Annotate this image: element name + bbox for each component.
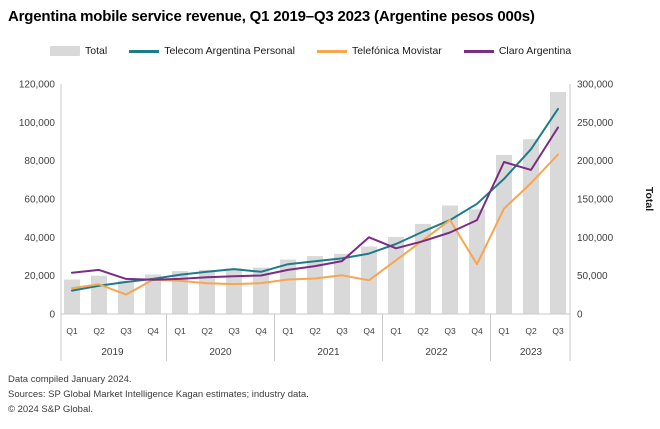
x-axis-quarter-label: Q2: [201, 326, 213, 336]
legend-label-total: Total: [85, 45, 108, 57]
x-axis-year-label: 2019: [101, 347, 124, 358]
total-bar: [496, 154, 512, 314]
footer-sources: Sources: SP Global Market Intelligence K…: [8, 389, 309, 400]
footer-copyright: © 2024 S&P Global.: [8, 404, 93, 415]
x-axis-quarter-label: Q3: [120, 326, 132, 336]
x-axis-quarter-label: Q3: [336, 326, 348, 336]
right-axis-tick-label: 100,000: [577, 233, 614, 244]
legend-label-telecom: Telecom Argentina Personal: [164, 45, 295, 57]
x-axis-quarter-label: Q4: [255, 326, 267, 336]
left-axis-tick-label: 40,000: [24, 233, 55, 244]
total-bar: [280, 259, 296, 314]
total-bar: [199, 269, 215, 314]
left-axis-tick-label: 60,000: [24, 195, 55, 206]
footer-compiled: Data compiled January 2024.: [8, 374, 132, 385]
claro-line-swatch-icon: [463, 49, 494, 53]
right-axis-tick-label: 200,000: [577, 156, 614, 167]
total-bar: [334, 253, 350, 314]
total-bar: [145, 274, 161, 314]
telecom-line-swatch-icon: [129, 49, 160, 53]
left-axis-tick-label: 120,000: [19, 80, 56, 91]
x-axis-quarter-label: Q3: [552, 326, 564, 336]
x-axis-quarter-label: Q2: [417, 326, 429, 336]
legend-label-claro: Claro Argentina: [498, 45, 572, 57]
left-axis-tick-label: 0: [49, 310, 55, 321]
total-bar: [550, 92, 566, 314]
x-axis-year-label: 2021: [317, 347, 340, 358]
x-axis-year-label: 2023: [520, 347, 543, 358]
left-axis-tick-label: 20,000: [24, 271, 55, 282]
total-bar: [172, 271, 188, 314]
total-bar: [523, 139, 539, 314]
right-axis-tick-label: 50,000: [577, 271, 608, 282]
total-bar: [307, 256, 323, 314]
x-axis-quarter-label: Q2: [309, 326, 321, 336]
x-axis-quarter-label: Q3: [228, 326, 240, 336]
footer: Data compiled January 2024. Sources: SP …: [8, 372, 648, 417]
x-axis-year-label: 2020: [209, 347, 232, 358]
x-axis-quarter-label: Q1: [174, 326, 186, 336]
total-bar-swatch-icon: [50, 46, 80, 56]
total-bar: [442, 205, 458, 314]
x-axis-quarter-label: Q4: [363, 326, 375, 336]
right-axis-tick-label: 300,000: [577, 80, 614, 91]
x-axis-quarter-label: Q4: [471, 326, 483, 336]
legend-item-movistar: Telefónica Movistar: [316, 45, 442, 57]
right-axis-title: Total: [643, 187, 655, 211]
total-bar: [118, 280, 134, 314]
legend-label-movistar: Telefónica Movistar: [351, 45, 442, 57]
total-bar: [415, 223, 431, 314]
right-axis-tick-label: 250,000: [577, 118, 614, 129]
right-axis-tick-label: 150,000: [577, 195, 614, 206]
total-bar: [253, 267, 269, 314]
x-axis-quarter-label: Q1: [498, 326, 510, 336]
legend-item-total: Total: [50, 45, 107, 57]
legend: Total Telecom Argentina Personal Telefón…: [50, 45, 571, 57]
movistar-line-swatch-icon: [316, 49, 347, 53]
right-axis-tick-label: 0: [577, 310, 583, 321]
total-bar: [91, 275, 107, 314]
total-bar: [64, 279, 80, 314]
x-axis-quarter-label: Q3: [444, 326, 456, 336]
legend-item-claro: Claro Argentina: [463, 45, 572, 57]
x-axis-quarter-label: Q1: [66, 326, 78, 336]
claro-line: [71, 126, 559, 281]
x-axis-quarter-label: Q4: [147, 326, 159, 336]
x-axis-quarter-label: Q1: [282, 326, 294, 336]
legend-item-telecom: Telecom Argentina Personal: [129, 45, 295, 57]
x-axis-quarter-label: Q1: [390, 326, 402, 336]
total-bar: [469, 209, 485, 314]
chart-title: Argentina mobile service revenue, Q1 201…: [8, 8, 535, 25]
x-axis-year-label: 2022: [425, 347, 448, 358]
total-bar: [226, 268, 242, 314]
x-axis-quarter-label: Q2: [525, 326, 537, 336]
left-axis-tick-label: 100,000: [19, 118, 56, 129]
x-axis-quarter-label: Q2: [93, 326, 105, 336]
left-axis-tick-label: 80,000: [24, 156, 55, 167]
